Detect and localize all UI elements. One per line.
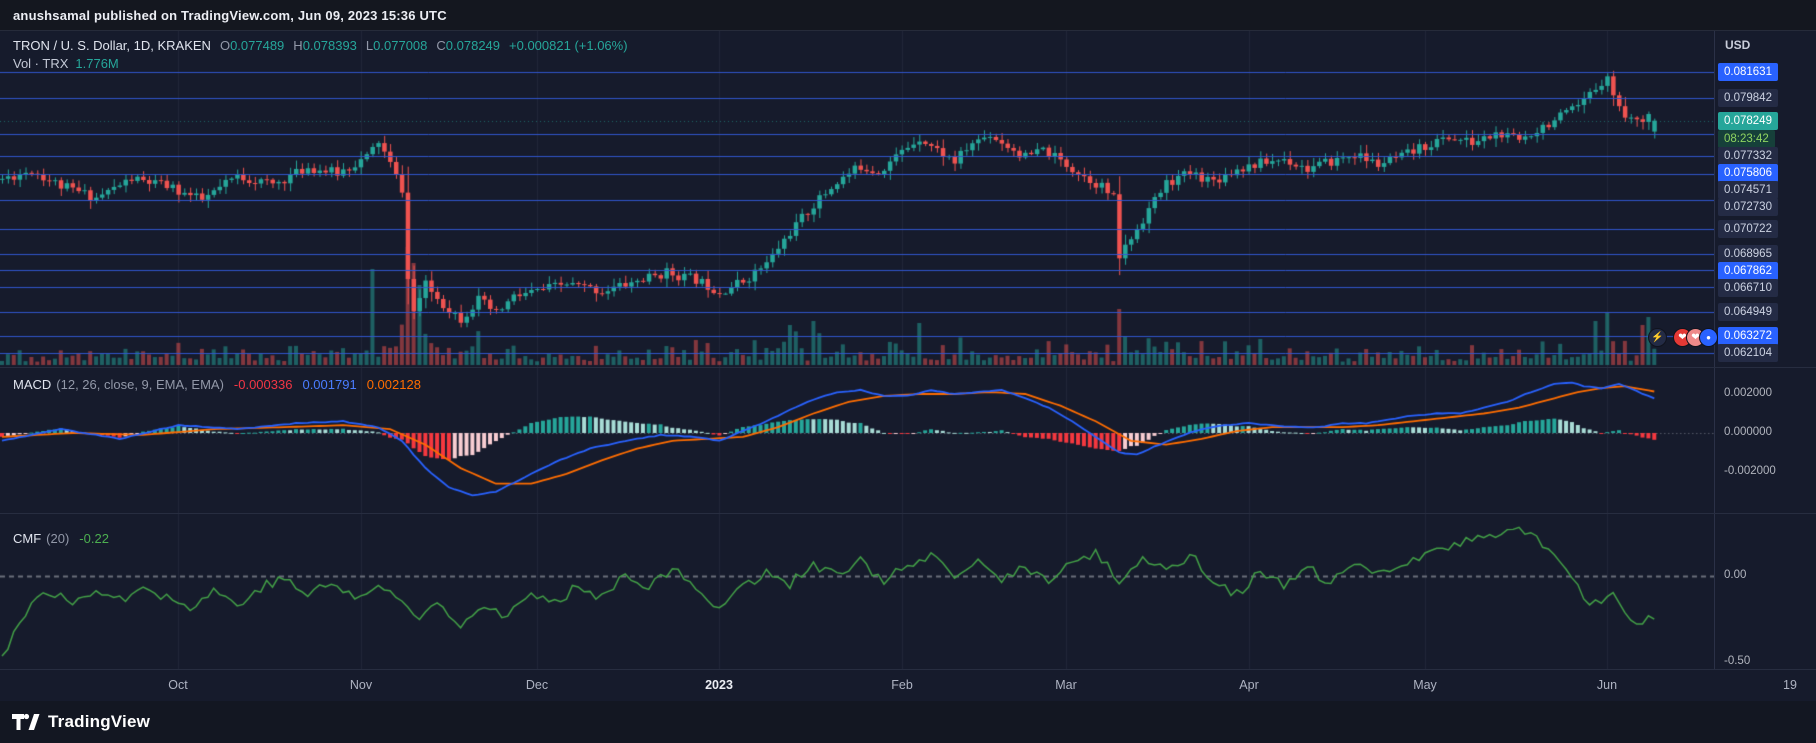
price-level-label: 0.066710 xyxy=(1718,279,1778,297)
close-label: C xyxy=(436,38,446,53)
time-axis-label: 2023 xyxy=(705,678,733,692)
brand-name: TradingView xyxy=(48,712,151,731)
time-axis-label: Dec xyxy=(525,678,549,692)
footer-bar: TradingView xyxy=(0,700,1816,743)
current-price-label: 0.078249 xyxy=(1718,112,1778,130)
macd-params: (12, 26, close, 9, EMA, EMA) xyxy=(56,377,224,392)
time-axis-label: Oct xyxy=(168,678,188,692)
time-axis-label: Mar xyxy=(1055,678,1077,692)
time-axis-label: Nov xyxy=(349,678,373,692)
price-level-label: 0.068965 xyxy=(1718,245,1778,263)
macd-axis-tick: 0.002000 xyxy=(1724,387,1772,399)
time-axis-label: Feb xyxy=(891,678,913,692)
close-value: 0.078249 xyxy=(445,38,501,53)
price-level-label: 0.081631 xyxy=(1718,63,1778,81)
price-chart-canvas[interactable] xyxy=(0,31,1714,669)
macd-name: MACD xyxy=(13,377,52,392)
open-label: O xyxy=(219,38,231,53)
like-icon[interactable]: ● xyxy=(1699,328,1718,347)
macd-axis-tick: 0.000000 xyxy=(1724,426,1772,438)
cmf-legend: CMF (20) -0.22 xyxy=(13,531,109,546)
high-label: H xyxy=(293,38,303,53)
macd-legend: MACD (12, 26, close, 9, EMA, EMA) -0.00033… xyxy=(13,377,421,392)
change-value: +0.000821 (+1.06%) xyxy=(509,38,628,53)
price-level-label: 0.062104 xyxy=(1718,344,1778,362)
price-level-label: 0.070722 xyxy=(1718,220,1778,238)
time-axis-label: 19 xyxy=(1783,678,1797,692)
symbol-title: TRON / U. S. Dollar, 1D, KRAKEN xyxy=(13,38,211,53)
price-level-label: 0.064949 xyxy=(1718,303,1778,321)
cmf-axis-tick: 0.00 xyxy=(1724,569,1747,581)
time-axis-label: May xyxy=(1413,678,1437,692)
countdown-label: 08:23:42 xyxy=(1718,130,1775,148)
volume-label: Vol · TRX xyxy=(13,56,69,71)
low-value: 0.077008 xyxy=(373,38,428,53)
symbol-legend: TRON / U. S. Dollar, 1D, KRAKEN O0.077489… xyxy=(13,37,628,73)
time-axis[interactable]: Oct Nov Dec 2023 Feb Mar Apr May Jun 19 xyxy=(0,669,1816,701)
price-level-label: 0.075806 xyxy=(1718,164,1778,182)
macd-line-value: 0.001791 xyxy=(302,377,357,392)
price-level-label: 0.079842 xyxy=(1718,89,1778,107)
cmf-name: CMF xyxy=(13,531,42,546)
price-level-label: 0.067862 xyxy=(1718,262,1778,280)
price-level-label: 0.077332 xyxy=(1718,147,1778,165)
currency-label: USD xyxy=(1725,38,1751,52)
cmf-axis-tick: -0.50 xyxy=(1724,655,1751,667)
cmf-value: -0.22 xyxy=(79,531,109,546)
boost-icon[interactable]: ⚡ xyxy=(1648,328,1667,347)
cmf-pane-separator[interactable] xyxy=(0,513,1816,514)
tradingview-icon xyxy=(12,713,40,730)
macd-pane-separator[interactable] xyxy=(0,367,1816,368)
open-value: 0.077489 xyxy=(230,38,285,53)
cmf-params: (20) xyxy=(46,531,70,546)
high-value: 0.078393 xyxy=(302,38,357,53)
price-level-label: 0.074571 xyxy=(1718,181,1778,199)
macd-signal-value: 0.002128 xyxy=(366,377,421,392)
price-level-label: 0.072730 xyxy=(1718,198,1778,216)
macd-axis-tick: -0.002000 xyxy=(1724,465,1776,477)
macd-hist-value: -0.000336 xyxy=(233,377,293,392)
snapshot-attribution: anushsamal published on TradingView.com,… xyxy=(13,7,447,23)
time-axis-label: Jun xyxy=(1596,678,1618,692)
chart-area: TRON / U. S. Dollar, 1D, KRAKEN O0.077489… xyxy=(0,31,1816,701)
price-level-label: 0.063272 xyxy=(1718,327,1778,345)
low-label: L xyxy=(365,38,374,53)
tradingview-logo[interactable]: TradingView xyxy=(12,712,150,732)
volume-value: 1.776M xyxy=(75,56,119,71)
price-axis[interactable]: USD 0.081631 0.079842 0.078249 08:23:42 0.07… xyxy=(1714,31,1816,669)
time-axis-label: Apr xyxy=(1239,678,1259,692)
reactions-widget[interactable]: ⚡ ❤ ❤ ● xyxy=(1648,328,1718,347)
header-bar: anushsamal published on TradingView.com,… xyxy=(0,0,1816,31)
